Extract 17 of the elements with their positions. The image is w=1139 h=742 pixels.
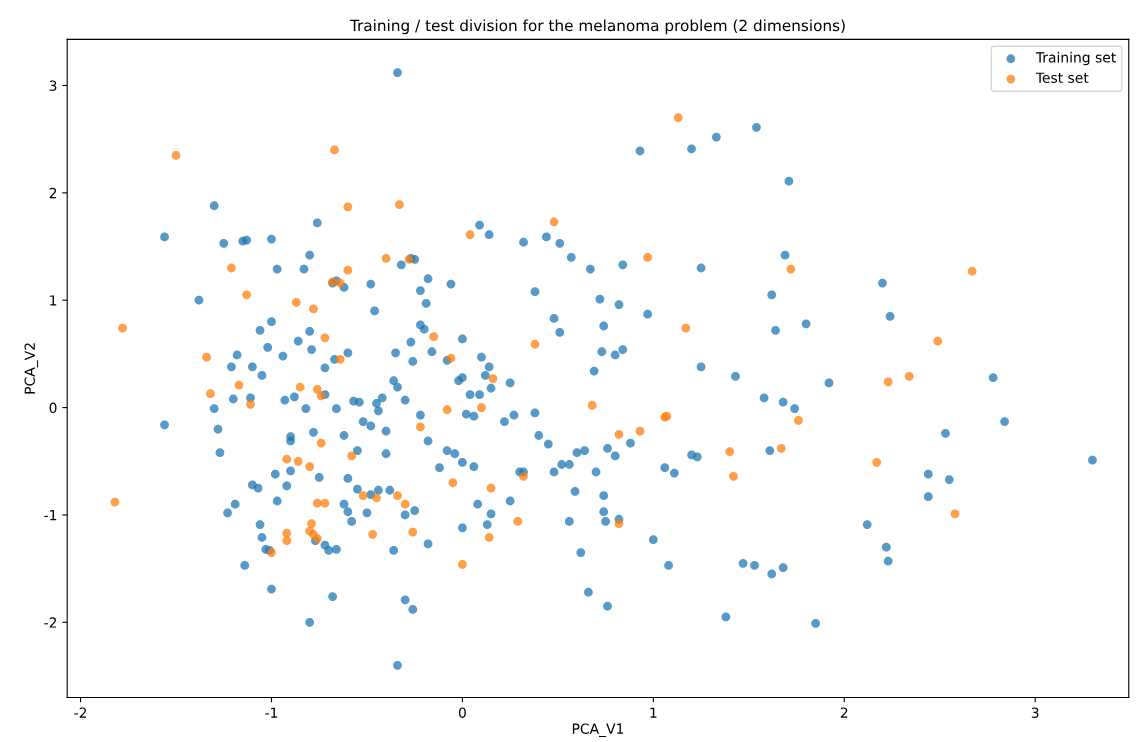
- y-axis-title: PCA_V2: [24, 343, 39, 394]
- chart-title: Training / test division for the melanoma problem (2 dimensions): [349, 19, 845, 35]
- y-tick-label: 0: [49, 402, 57, 414]
- x-tick-label: 0: [458, 707, 466, 718]
- x-tick-label: 3: [1031, 707, 1039, 718]
- x-tick-label: 2: [840, 707, 848, 718]
- legend-label: Test set: [1035, 72, 1089, 83]
- y-tick-label: -2: [44, 617, 57, 628]
- x-tick-label: -2: [74, 707, 87, 718]
- y-tick-label: 2: [49, 187, 57, 199]
- x-tick-label: 1: [650, 707, 657, 718]
- y-tick-label: 1: [50, 295, 57, 306]
- y-tick-label: 3: [49, 80, 57, 91]
- y-tick-label: -1: [44, 510, 57, 521]
- x-tick-label: -1: [265, 707, 278, 718]
- legend-label: Training set: [1035, 51, 1116, 66]
- x-axis-title: PCA_V1: [572, 723, 624, 737]
